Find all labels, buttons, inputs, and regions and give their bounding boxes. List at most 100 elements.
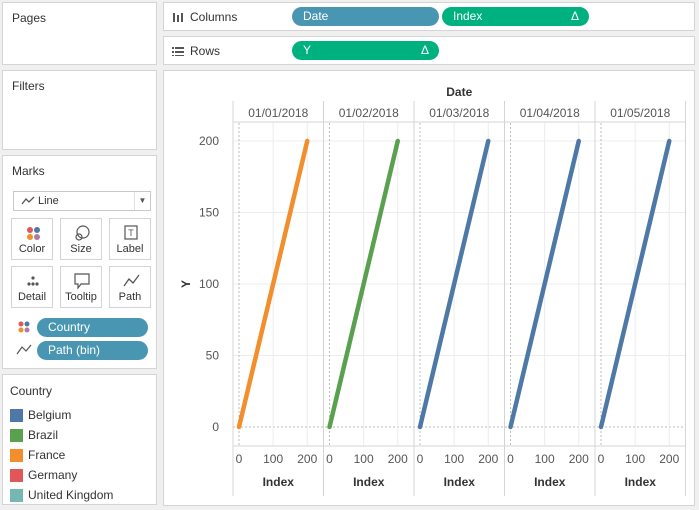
label-button-label: Label [116, 243, 144, 255]
legend-label: France [28, 448, 66, 462]
detail-icon [27, 276, 39, 286]
y-tick-label: 100 [199, 277, 219, 291]
legend-item[interactable]: France [10, 448, 65, 462]
x-tick-label: 0 [236, 452, 243, 466]
legend-item[interactable]: Germany [10, 468, 77, 482]
pages-card[interactable]: Pages [2, 2, 157, 65]
index-pill-label: Index [453, 9, 483, 23]
delta-icon: Δ [420, 43, 429, 57]
legend-title: Country [10, 384, 53, 398]
mark-type-dropdown[interactable]: Line ▼ [13, 191, 151, 211]
path-bin-pill[interactable]: Path (bin) [37, 341, 148, 360]
viz-canvas: Date 0 50 100 150 200 Y 01/01/2018 0 100 200 Index 0… [163, 70, 695, 506]
rows-shelf[interactable]: Rows Y Δ [163, 36, 695, 65]
line-icon [21, 196, 35, 205]
marks-card: Marks Line ▼ Color Size T Label Deta [2, 155, 157, 369]
x-axis-label: Index [353, 475, 385, 489]
country-legend: Country Belgium Brazil France Germany United… [2, 374, 157, 505]
color-button[interactable]: Color [11, 218, 53, 260]
label-icon: T [124, 225, 138, 240]
x-tick-label: 0 [417, 452, 424, 466]
path-icon [16, 344, 32, 355]
legend-swatch [10, 448, 23, 462]
path-button[interactable]: Path [109, 266, 151, 308]
filters-card[interactable]: Filters [2, 70, 157, 150]
tooltip-button-label: Tooltip [65, 291, 97, 303]
mark-type-label: Line [38, 195, 59, 207]
series-line [508, 138, 582, 430]
svg-text:T: T [128, 228, 134, 238]
index-column-pill[interactable]: Index Δ [442, 7, 589, 26]
x-tick-label: 200 [297, 452, 317, 466]
legend-item[interactable]: Brazil [10, 428, 58, 442]
legend-item[interactable]: Belgium [10, 408, 71, 422]
pages-title: Pages [12, 11, 47, 25]
columns-icon [173, 12, 183, 22]
y-tick-label: 200 [199, 134, 219, 148]
rows-shelf-label: Rows [172, 44, 220, 58]
label-button[interactable]: T Label [109, 218, 151, 260]
tooltip-icon [74, 273, 90, 290]
marks-title: Marks [12, 164, 45, 178]
panel-header-label: 01/01/2018 [248, 106, 308, 120]
rows-icon [172, 47, 184, 56]
series-line [417, 138, 491, 430]
x-tick-label: 200 [569, 452, 589, 466]
x-tick-label: 100 [444, 452, 464, 466]
columns-shelf[interactable]: Columns Date Index Δ [163, 2, 695, 31]
legend-swatch [10, 408, 23, 422]
x-tick-label: 200 [659, 452, 679, 466]
legend-label: Belgium [28, 408, 72, 422]
y-tick-label: 150 [199, 206, 219, 220]
path-icon [123, 274, 140, 287]
delta-icon: Δ [570, 9, 579, 23]
date-pill[interactable]: Date [292, 7, 439, 26]
size-button[interactable]: Size [60, 218, 102, 260]
path-button-label: Path [118, 291, 142, 303]
panel-header-label: 01/04/2018 [520, 106, 580, 120]
x-axis-label: Index [534, 475, 566, 489]
color-dots-icon [27, 227, 40, 240]
color-button-label: Color [18, 243, 46, 255]
legend-swatch [10, 488, 23, 502]
series-line [598, 138, 672, 430]
series-line [236, 138, 310, 430]
y-row-pill[interactable]: Y Δ [292, 41, 439, 60]
legend-label: United Kingdom [28, 488, 114, 502]
tooltip-button[interactable]: Tooltip [60, 266, 102, 308]
detail-button-label: Detail [17, 291, 47, 303]
chevron-down-icon: ▼ [134, 192, 150, 210]
x-axis-label: Index [625, 475, 657, 489]
legend-item[interactable]: United Kingdom [10, 488, 113, 502]
columns-shelf-label: Columns [172, 10, 237, 24]
panel-header-label: 01/02/2018 [339, 106, 399, 120]
y-tick-label: 50 [206, 349, 220, 363]
filters-title: Filters [12, 79, 45, 93]
x-axis-label: Index [444, 475, 476, 489]
legend-label: Brazil [28, 428, 59, 442]
legend-label: Germany [28, 468, 78, 482]
rows-label: Rows [190, 44, 221, 58]
x-tick-label: 0 [598, 452, 605, 466]
country-color-pill[interactable]: Country [37, 318, 148, 337]
legend-swatch [10, 428, 23, 442]
panel-header-label: 01/03/2018 [429, 106, 489, 120]
x-tick-label: 100 [535, 452, 555, 466]
column-header-title: Date [446, 85, 472, 99]
size-button-label: Size [70, 243, 92, 255]
columns-label: Columns [190, 10, 238, 24]
x-tick-label: 0 [326, 452, 333, 466]
legend-swatch [10, 468, 23, 482]
y-axis-label: Y [179, 280, 193, 288]
series-line [327, 138, 401, 430]
x-tick-label: 100 [354, 452, 374, 466]
y-pill-label: Y [303, 43, 312, 57]
size-icon [75, 225, 90, 241]
x-tick-label: 100 [625, 452, 645, 466]
date-pill-label: Date [303, 9, 329, 23]
detail-button[interactable]: Detail [11, 266, 53, 308]
x-tick-label: 100 [263, 452, 283, 466]
x-tick-label: 200 [478, 452, 498, 466]
panel-header-label: 01/05/2018 [610, 106, 670, 120]
